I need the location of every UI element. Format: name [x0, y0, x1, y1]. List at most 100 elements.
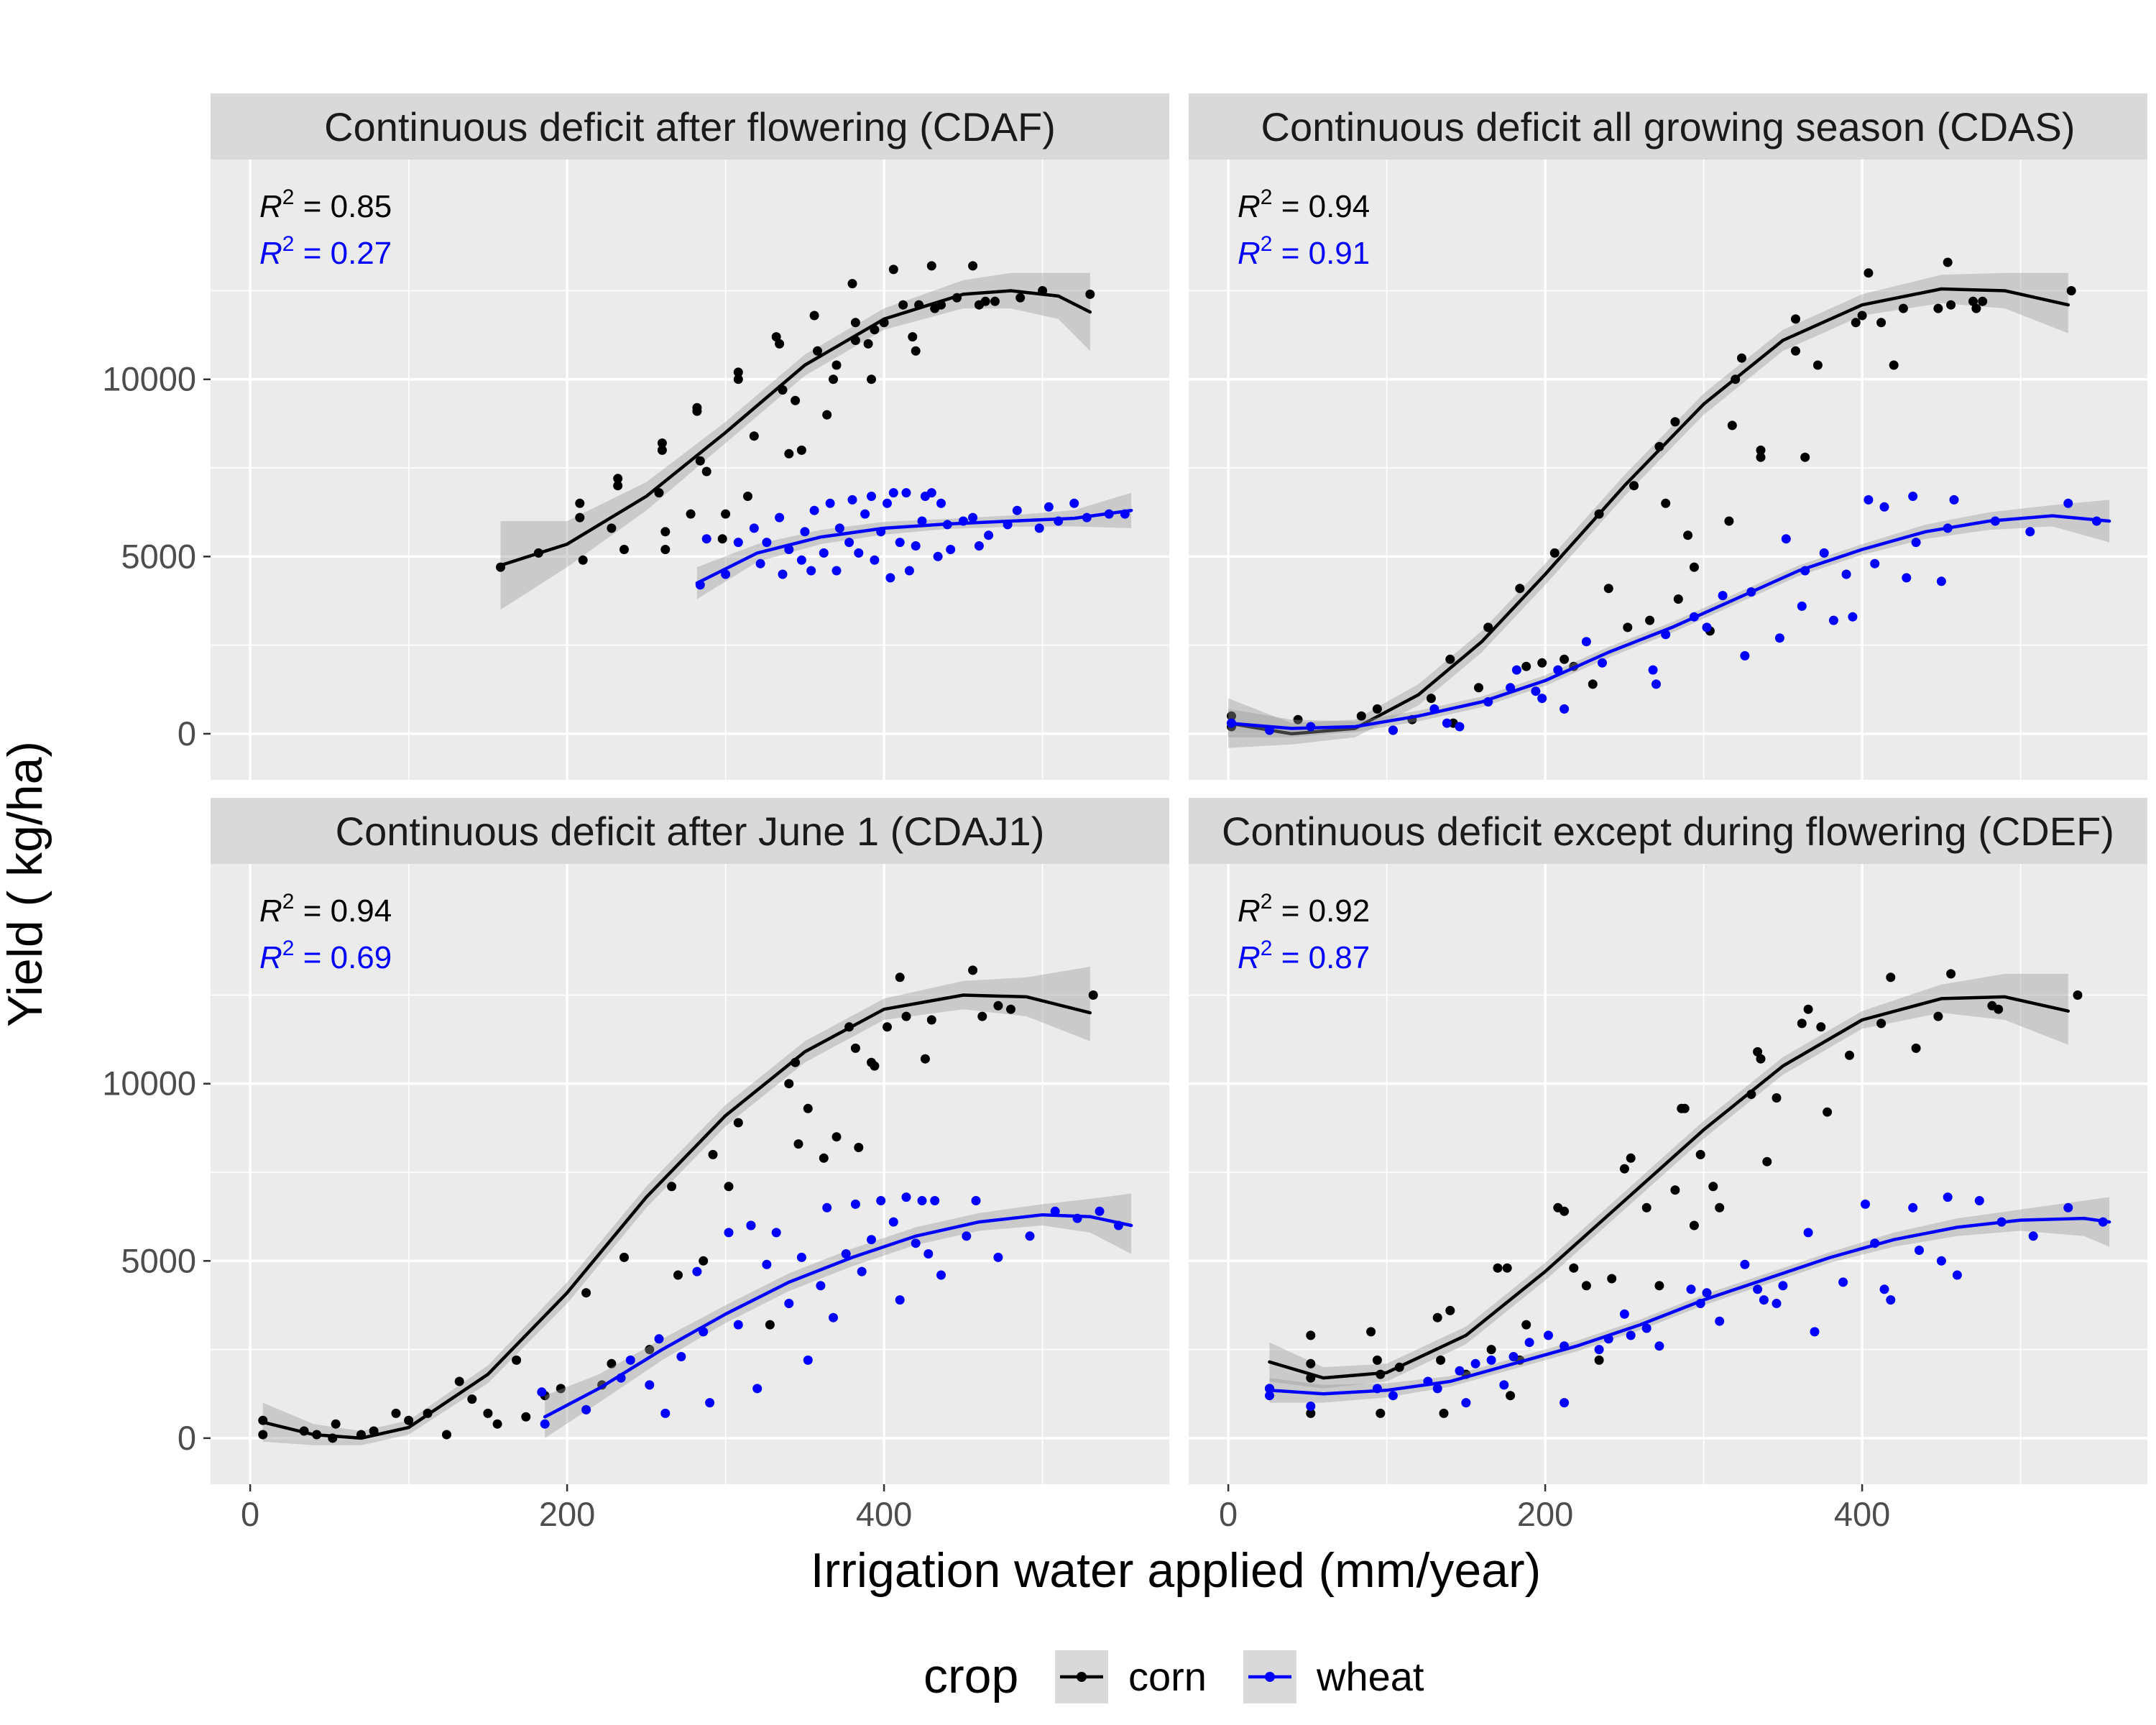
data-point	[575, 498, 585, 508]
data-point	[1943, 257, 1953, 267]
data-point	[1088, 990, 1098, 1000]
data-point	[854, 548, 864, 558]
panel-strip	[211, 93, 1169, 160]
data-point	[980, 296, 990, 306]
data-point	[1886, 972, 1896, 983]
data-point	[1715, 1202, 1725, 1213]
data-point	[962, 1231, 972, 1241]
data-point	[1594, 1355, 1604, 1365]
x-tick-label: 0	[241, 1495, 259, 1533]
data-point	[1702, 622, 1712, 632]
data-point	[1810, 1327, 1820, 1337]
data-point	[819, 548, 829, 558]
data-point	[1356, 711, 1366, 721]
data-point	[467, 1394, 477, 1404]
data-point	[1603, 584, 1613, 594]
confidence-band	[545, 1193, 1132, 1438]
data-point	[1759, 1295, 1769, 1305]
series-corn	[496, 261, 1095, 610]
data-point	[803, 1103, 813, 1113]
data-point	[888, 264, 898, 275]
data-point	[1455, 722, 1465, 732]
y-axis-title: Yield ( kg/ha)	[0, 741, 52, 1027]
data-point	[1886, 1295, 1896, 1305]
data-point	[1619, 1164, 1629, 1174]
data-point	[1521, 661, 1531, 671]
data-layer	[1265, 969, 2111, 1418]
y-tick-label: 10000	[102, 360, 196, 398]
data-point	[1442, 718, 1452, 728]
data-point	[442, 1430, 451, 1440]
data-point	[796, 555, 806, 565]
data-point	[1686, 1284, 1696, 1294]
confidence-band	[1269, 973, 2068, 1389]
legend-key-point	[1265, 1672, 1275, 1682]
data-point	[930, 1196, 940, 1205]
data-point	[1848, 612, 1858, 622]
confidence-band	[1269, 1197, 2110, 1403]
data-point	[699, 1256, 709, 1266]
data-point	[762, 1259, 772, 1269]
data-point	[454, 1376, 464, 1386]
data-point	[1879, 502, 1889, 512]
data-point	[2063, 498, 2073, 508]
data-point	[1851, 318, 1861, 328]
data-point	[673, 1270, 683, 1280]
data-point	[708, 1149, 718, 1159]
data-point	[923, 1249, 934, 1259]
data-point	[749, 431, 759, 441]
data-point	[1095, 1206, 1105, 1216]
data-point	[1994, 1004, 2004, 1014]
data-point	[1791, 346, 1800, 356]
data-point	[1044, 502, 1054, 512]
r-squared-label: R2 = 0.27	[259, 232, 392, 271]
data-point	[1715, 1316, 1725, 1326]
data-point	[895, 538, 905, 548]
data-point	[1911, 1043, 1921, 1053]
data-point	[607, 523, 617, 533]
data-point	[911, 541, 921, 551]
data-point	[1670, 417, 1680, 427]
data-point	[1499, 1380, 1509, 1390]
data-point	[901, 488, 911, 498]
data-point	[933, 551, 943, 561]
data-point	[1702, 1288, 1712, 1298]
fit-line	[1226, 514, 2111, 730]
data-point	[733, 374, 743, 385]
data-point	[1911, 538, 1921, 548]
fit-line	[499, 289, 1092, 567]
data-point	[762, 538, 772, 548]
r-squared-label: R2 = 0.91	[1238, 232, 1370, 271]
data-point	[1445, 1305, 1455, 1315]
data-point	[1898, 303, 1908, 313]
panel-background	[1189, 160, 2147, 780]
data-point	[1861, 1199, 1870, 1209]
data-point	[863, 339, 873, 349]
data-point	[1388, 1391, 1398, 1401]
data-point	[1445, 654, 1455, 664]
data-point	[667, 1182, 677, 1192]
data-point	[888, 1217, 898, 1227]
data-point	[771, 332, 781, 342]
gridlines	[211, 160, 1169, 780]
data-point	[1876, 318, 1886, 328]
data-point	[575, 512, 585, 523]
data-point	[1372, 704, 1382, 714]
data-point	[733, 1320, 743, 1330]
panel-2: Continuous deficit all growing season (C…	[1189, 93, 2147, 780]
x-tick-label: 200	[539, 1495, 595, 1533]
data-point	[483, 1408, 493, 1418]
data-point	[1857, 310, 1867, 321]
panel-title: Continuous deficit all growing season (C…	[1261, 104, 2076, 150]
data-point	[775, 339, 785, 349]
data-point	[1436, 1355, 1446, 1365]
data-point	[660, 545, 671, 554]
data-point	[1689, 1220, 1699, 1230]
data-point	[984, 530, 994, 540]
data-point	[901, 1192, 911, 1202]
data-point	[850, 318, 860, 328]
x-tick-label: 400	[856, 1495, 912, 1533]
data-point	[1521, 1320, 1531, 1330]
data-point	[733, 538, 743, 548]
